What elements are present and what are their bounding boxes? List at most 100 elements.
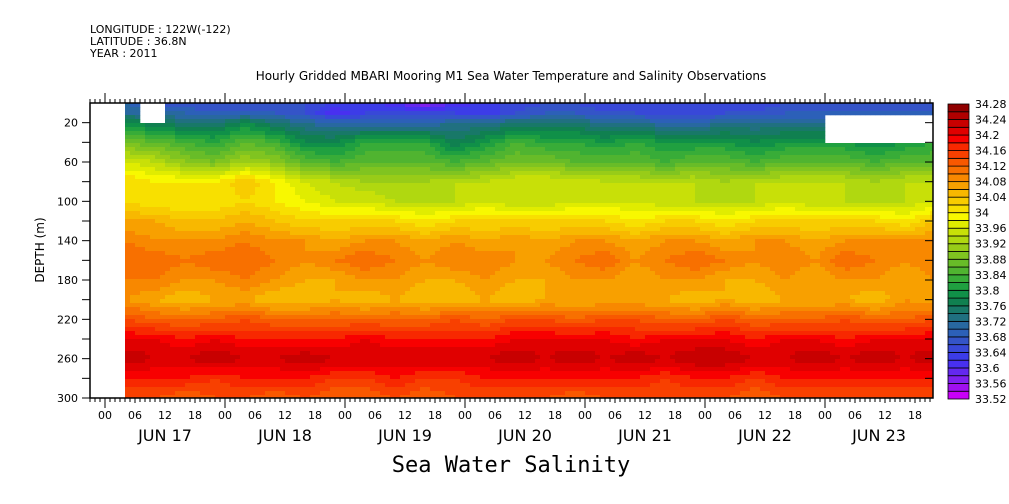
heatmap-cell (250, 167, 256, 172)
heatmap-cell (260, 379, 266, 384)
heatmap-cell (175, 151, 181, 156)
heatmap-cell (310, 215, 316, 220)
heatmap-cell (205, 267, 211, 272)
heatmap-cell (410, 323, 416, 328)
heatmap-cell (305, 163, 311, 168)
heatmap-cell (200, 187, 206, 192)
heatmap-cell (185, 279, 191, 284)
heatmap-cell (170, 155, 176, 160)
heatmap-cell (265, 107, 271, 112)
heatmap-cell (460, 251, 466, 256)
heatmap-cell (125, 263, 131, 268)
heatmap-cell (195, 195, 201, 200)
heatmap-cell (185, 159, 191, 164)
heatmap-cell (310, 315, 316, 320)
heatmap-cell (330, 367, 336, 372)
heatmap-cell (275, 379, 281, 384)
heatmap-cell (135, 151, 141, 156)
heatmap-cell (315, 195, 321, 200)
heatmap-cell (265, 211, 271, 216)
heatmap-cell (160, 263, 166, 268)
heatmap-cell (380, 307, 386, 312)
heatmap-cell (425, 391, 431, 396)
heatmap-cell (150, 191, 156, 196)
heatmap-cell (375, 327, 381, 332)
heatmap-cell (190, 255, 196, 260)
heatmap-cell (185, 111, 191, 116)
heatmap-cell (345, 379, 351, 384)
heatmap-cell (260, 339, 266, 344)
heatmap-cell (190, 131, 196, 136)
heatmap-cell (330, 187, 336, 192)
heatmap-cell (325, 123, 331, 128)
heatmap-cell (400, 191, 406, 196)
heatmap-cell (460, 235, 466, 240)
heatmap-cell (150, 227, 156, 232)
heatmap-cell (310, 295, 316, 300)
heatmap-cell (450, 351, 456, 356)
heatmap-cell (420, 311, 426, 316)
heatmap-cell (320, 119, 326, 124)
heatmap-cell (225, 371, 231, 376)
heatmap-cell (330, 243, 336, 248)
heatmap-cell (175, 287, 181, 292)
heatmap-cell (390, 375, 396, 380)
heatmap-cell (370, 203, 376, 208)
heatmap-cell (455, 135, 461, 140)
heatmap-cell (210, 347, 216, 352)
heatmap-cell (235, 347, 241, 352)
heatmap-cell (415, 387, 421, 392)
heatmap-cell (350, 351, 356, 356)
heatmap-cell (275, 307, 281, 312)
heatmap-cell (430, 107, 436, 112)
heatmap-cell (410, 227, 416, 232)
heatmap-cell (350, 203, 356, 208)
heatmap-cell (320, 275, 326, 280)
heatmap-cell (350, 239, 356, 244)
heatmap-cell (290, 375, 296, 380)
heatmap-cell (390, 147, 396, 152)
heatmap-cell (135, 215, 141, 220)
heatmap-cell (125, 379, 131, 384)
heatmap-cell (220, 323, 226, 328)
heatmap-cell (220, 391, 226, 396)
heatmap-cell (450, 171, 456, 176)
heatmap-cell (175, 315, 181, 320)
heatmap-cell (355, 327, 361, 332)
heatmap-cell (395, 195, 401, 200)
heatmap-cell (155, 251, 161, 256)
heatmap-cell (365, 287, 371, 292)
heatmap-cell (375, 299, 381, 304)
heatmap-cell (355, 299, 361, 304)
heatmap-cell (350, 359, 356, 364)
heatmap-cell (265, 387, 271, 392)
heatmap-cell (155, 219, 161, 224)
heatmap-cell (130, 375, 136, 380)
heatmap-cell (205, 371, 211, 376)
heatmap-cell (255, 379, 261, 384)
heatmap-cell (300, 107, 306, 112)
heatmap-cell (225, 167, 231, 172)
heatmap-cell (145, 391, 151, 396)
heatmap-cell (255, 215, 261, 220)
heatmap-cell (350, 115, 356, 120)
heatmap-cell (405, 311, 411, 316)
heatmap-cell (130, 115, 136, 120)
heatmap-cell (345, 207, 351, 212)
heatmap-cell (230, 291, 236, 296)
heatmap-cell (210, 387, 216, 392)
heatmap-cell (245, 159, 251, 164)
heatmap-cell (185, 327, 191, 332)
heatmap-cell (280, 159, 286, 164)
heatmap-cell (160, 223, 166, 228)
heatmap-cell (235, 191, 241, 196)
heatmap-cell (195, 227, 201, 232)
heatmap-cell (170, 251, 176, 256)
heatmap-cell (420, 151, 426, 156)
heatmap-cell (390, 103, 396, 108)
heatmap-cell (320, 387, 326, 392)
heatmap-cell (160, 315, 166, 320)
heatmap-cell (375, 219, 381, 224)
heatmap-cell (290, 107, 296, 112)
heatmap-cell (220, 239, 226, 244)
